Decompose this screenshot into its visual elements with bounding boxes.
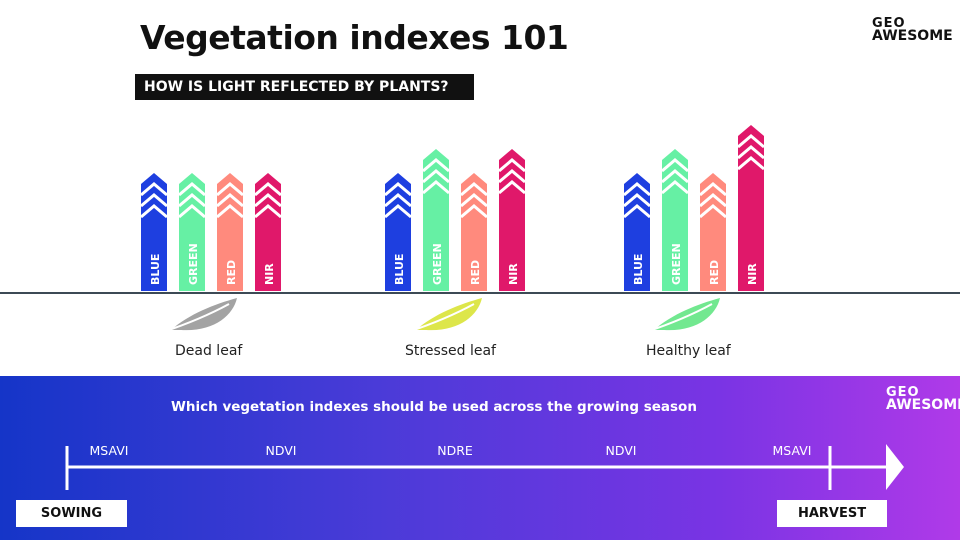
chevron-icon bbox=[460, 182, 488, 197]
chevron-icon bbox=[699, 204, 727, 219]
chevron-icon bbox=[498, 180, 526, 195]
page-title: Vegetation indexes 101 bbox=[140, 18, 569, 57]
healthy-leaf-label: Healthy leaf bbox=[646, 343, 731, 359]
green-reflectance-bar bbox=[662, 149, 688, 291]
stage-label: NDVI bbox=[265, 443, 297, 458]
red-reflectance-bar bbox=[700, 173, 726, 291]
chevron-icon bbox=[623, 193, 651, 208]
chevron-icon bbox=[140, 204, 168, 219]
chevron-icon bbox=[498, 158, 526, 173]
chevron-icon bbox=[384, 193, 412, 208]
nir-band-label: NIR bbox=[263, 263, 276, 285]
ground-line bbox=[0, 292, 960, 294]
chevron-icon bbox=[140, 193, 168, 208]
chevron-icon bbox=[460, 204, 488, 219]
chevron-icon bbox=[661, 180, 689, 195]
red-reflectance-bar bbox=[217, 173, 243, 291]
red-band-label: RED bbox=[225, 260, 238, 285]
blue-band-label: BLUE bbox=[632, 254, 645, 285]
leaf-vein bbox=[407, 303, 475, 333]
nir-reflectance-bar bbox=[738, 125, 764, 291]
chevron-icon bbox=[422, 158, 450, 173]
chevron-icon bbox=[498, 169, 526, 184]
blue-reflectance-bar bbox=[141, 173, 167, 291]
dead-leaf-label: Dead leaf bbox=[175, 343, 243, 359]
blue-band-label: BLUE bbox=[393, 254, 406, 285]
sowing-label: SOWING bbox=[16, 500, 127, 527]
stage-label: NDRE bbox=[437, 443, 473, 458]
green-band-label: GREEN bbox=[670, 243, 683, 285]
red-band-label: RED bbox=[708, 260, 721, 285]
chevron-icon bbox=[699, 182, 727, 197]
chevron-icon bbox=[737, 145, 765, 160]
logo-geo-text-bottom: GEO bbox=[886, 385, 920, 400]
nir-band-label: NIR bbox=[507, 263, 520, 285]
red-reflectance-bar bbox=[461, 173, 487, 291]
chevron-icon bbox=[699, 193, 727, 208]
reflectance-diagram: BLUE GREEN RED NIR BLUE GREEN RED NIR BLUE GREEN R… bbox=[140, 125, 765, 333]
logo-awesome-text-bottom: AWESOME bbox=[886, 397, 960, 413]
page-subtitle: HOW IS LIGHT REFLECTED BY PLANTS? bbox=[135, 74, 474, 100]
chevron-icon bbox=[384, 204, 412, 219]
chevron-icon bbox=[422, 169, 450, 184]
chevron-icon bbox=[737, 134, 765, 149]
brand-logo: GEO AWESOME bbox=[872, 16, 953, 44]
green-band-label: GREEN bbox=[431, 243, 444, 285]
nir-reflectance-bar bbox=[499, 149, 525, 291]
blue-band-label: BLUE bbox=[149, 254, 162, 285]
chevron-icon bbox=[178, 193, 206, 208]
leaf-vein bbox=[645, 303, 713, 333]
chevron-icon bbox=[422, 180, 450, 195]
chevron-icon bbox=[216, 204, 244, 219]
brand-logo-bottom: GEO AWESOME bbox=[886, 385, 960, 413]
green-reflectance-bar bbox=[179, 173, 205, 291]
stage-label: MSAVI bbox=[89, 443, 129, 458]
logo-geo-text: GEO bbox=[872, 16, 906, 31]
chevron-icon bbox=[460, 193, 488, 208]
chevron-icon bbox=[216, 182, 244, 197]
chevron-icon bbox=[661, 158, 689, 173]
chevron-icon bbox=[623, 182, 651, 197]
timeline-arrow-icon bbox=[886, 444, 904, 490]
chevron-icon bbox=[623, 204, 651, 219]
stressed-leaf-label: Stressed leaf bbox=[405, 343, 496, 359]
harvest-label: HARVEST bbox=[777, 500, 887, 527]
stage-label: NDVI bbox=[605, 443, 637, 458]
season-heading: Which vegetation indexes should be used … bbox=[171, 399, 697, 415]
chevron-icon bbox=[254, 182, 282, 197]
chevron-icon bbox=[661, 169, 689, 184]
chevron-icon bbox=[254, 204, 282, 219]
nir-reflectance-bar bbox=[255, 173, 281, 291]
logo-awesome-text: AWESOME bbox=[872, 28, 953, 44]
blue-reflectance-bar bbox=[624, 173, 650, 291]
chevron-icon bbox=[254, 193, 282, 208]
chevron-icon bbox=[140, 182, 168, 197]
blue-reflectance-bar bbox=[385, 173, 411, 291]
stage-label: MSAVI bbox=[772, 443, 812, 458]
green-reflectance-bar bbox=[423, 149, 449, 291]
nir-band-label: NIR bbox=[746, 263, 759, 285]
leaf-vein bbox=[162, 303, 230, 333]
chevron-icon bbox=[178, 204, 206, 219]
chevron-icon bbox=[384, 182, 412, 197]
red-band-label: RED bbox=[469, 260, 482, 285]
chevron-icon bbox=[216, 193, 244, 208]
chevron-icon bbox=[737, 156, 765, 171]
green-band-label: GREEN bbox=[187, 243, 200, 285]
chevron-icon bbox=[178, 182, 206, 197]
